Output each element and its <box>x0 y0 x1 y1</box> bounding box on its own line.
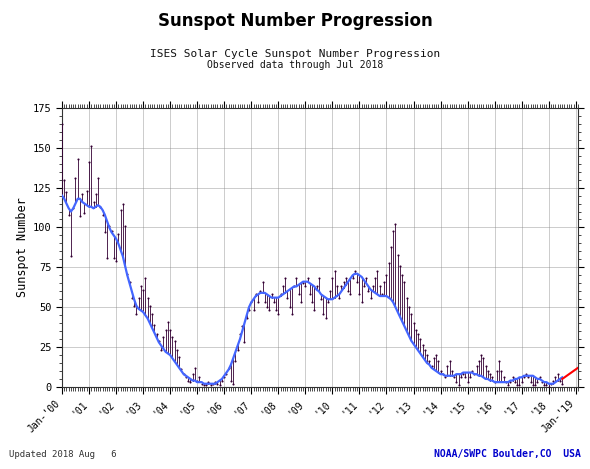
Text: Sunspot Number Progression: Sunspot Number Progression <box>158 12 432 30</box>
Y-axis label: Sunspot Number: Sunspot Number <box>15 197 29 297</box>
Text: ISES Solar Cycle Sunspot Number Progression: ISES Solar Cycle Sunspot Number Progress… <box>150 49 440 59</box>
Text: NOAA/SWPC Boulder,CO  USA: NOAA/SWPC Boulder,CO USA <box>434 449 581 459</box>
Text: Observed data through Jul 2018: Observed data through Jul 2018 <box>207 60 383 70</box>
Text: Updated 2018 Aug   6: Updated 2018 Aug 6 <box>9 450 116 459</box>
